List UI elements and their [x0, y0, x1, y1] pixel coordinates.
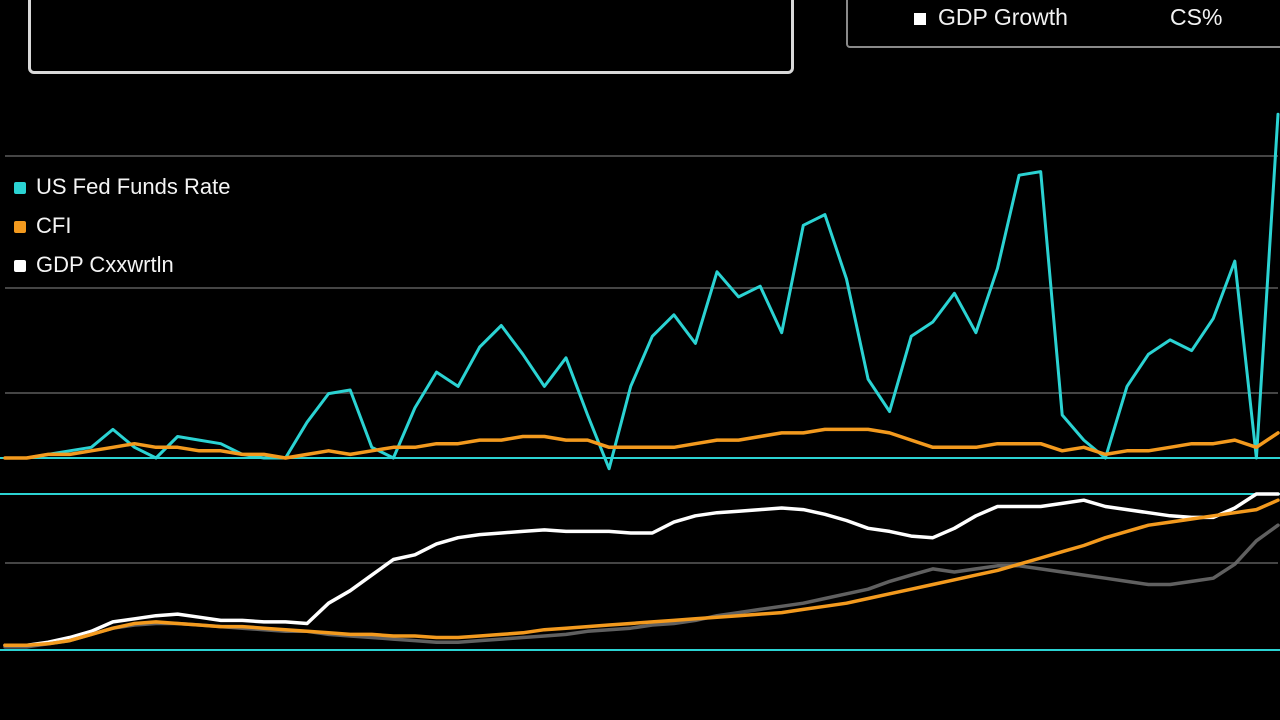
legend-swatch-fed-funds — [14, 182, 26, 194]
series-line-1-series-2 — [3, 498, 1280, 648]
legend-swatch-gdp — [14, 260, 26, 272]
series-line-1-gdp-growth — [3, 492, 1280, 648]
legend-swatch-cfi — [14, 221, 26, 233]
top-legend-label: GDP Growth — [938, 4, 1068, 30]
series-line-0-us-fed-funds-rate — [3, 112, 1280, 471]
legend-label-fed-funds: US Fed Funds Rate — [36, 174, 231, 199]
legend-item-cfi: CFI — [14, 211, 230, 250]
series-line-0-cfi — [3, 427, 1280, 460]
gdp-legend-swatch — [914, 13, 926, 25]
top-legend: GDP Growth CS% — [846, 0, 1280, 48]
header-box — [28, 0, 794, 74]
legend-label-gdp: GDP Cxxwrtln — [36, 252, 174, 277]
legend-label-cfi: CFI — [36, 213, 72, 238]
legend-item-gdp: GDP Cxxwrtln — [14, 250, 230, 289]
top-legend-value: CS% — [1170, 4, 1223, 30]
legend: US Fed Funds Rate CFI GDP Cxxwrtln — [14, 172, 230, 289]
legend-item-fed-funds: US Fed Funds Rate — [14, 172, 230, 211]
